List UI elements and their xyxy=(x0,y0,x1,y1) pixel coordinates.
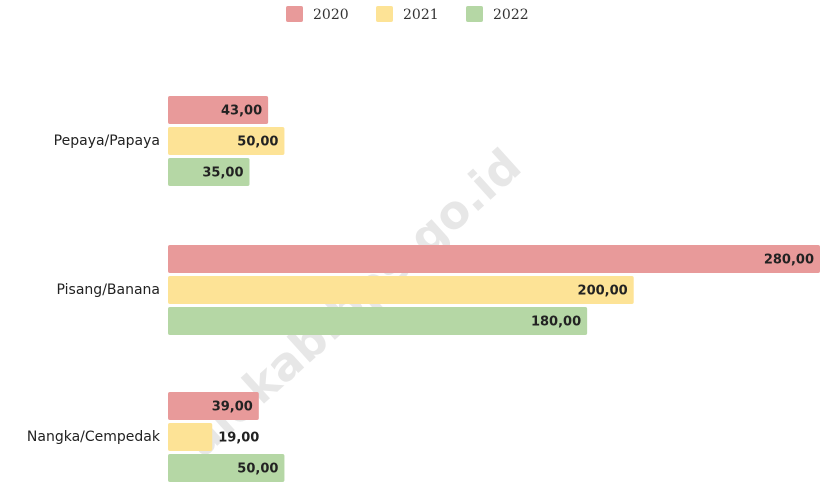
value-label: 50,00 xyxy=(237,135,278,150)
legend-swatch xyxy=(466,6,483,22)
bar xyxy=(168,245,820,273)
bar xyxy=(168,127,285,155)
bar xyxy=(168,96,269,124)
value-label: 39,00 xyxy=(212,400,253,415)
legend-swatch xyxy=(376,6,393,22)
value-label: 50,00 xyxy=(237,462,278,477)
bar xyxy=(168,158,250,186)
bar xyxy=(168,423,213,451)
legend-swatch xyxy=(286,6,303,22)
category-label: Nangka/Cempedak xyxy=(27,429,161,445)
bar xyxy=(168,276,634,304)
category-label: Pisang/Banana xyxy=(57,282,160,298)
legend-label: 2020 xyxy=(313,7,349,23)
value-label: 180,00 xyxy=(531,315,581,330)
bar xyxy=(168,392,259,420)
value-label: 19,00 xyxy=(218,431,259,446)
value-label: 200,00 xyxy=(578,284,628,299)
value-label: 43,00 xyxy=(221,104,262,119)
value-label: 280,00 xyxy=(764,253,814,268)
category-label: Pepaya/Papaya xyxy=(54,133,160,149)
bar xyxy=(168,307,588,335)
legend-label: 2021 xyxy=(403,7,439,23)
bar xyxy=(168,454,285,482)
value-label: 35,00 xyxy=(202,166,243,181)
legend-label: 2022 xyxy=(493,7,529,23)
